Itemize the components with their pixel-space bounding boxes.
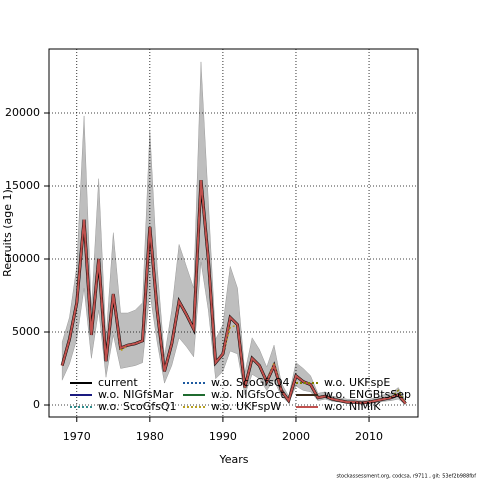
legend-label: w.o. NIMIK — [324, 400, 381, 413]
y-tick-label: 10000 — [5, 252, 40, 265]
x-axis-label: Years — [218, 453, 248, 466]
series-line — [61, 180, 407, 405]
x-tick-label: 2010 — [355, 430, 383, 443]
legend-label: w.o. NIGfsOct — [211, 388, 285, 401]
legend-label: w.o. NIGfsMar — [98, 388, 174, 401]
legend-label: w.o. UKFspW — [211, 400, 281, 413]
footnote: stockassessment.org, codcsa, r9711 , git… — [336, 474, 476, 480]
y-tick-label: 5000 — [12, 325, 40, 338]
legend-label: current — [98, 376, 138, 389]
x-tick-label: 1970 — [63, 430, 91, 443]
plot-frame — [48, 48, 419, 418]
x-tick-label: 1990 — [209, 430, 237, 443]
legend-label: w.o. UKFspE — [324, 376, 390, 389]
legend-label: w.o. ENGBtsSep — [324, 388, 411, 401]
y-tick-label: 20000 — [5, 106, 40, 119]
x-tick-label: 1980 — [136, 430, 164, 443]
y-tick-label: 0 — [33, 398, 40, 411]
legend-label: w.o. ScoGfsQ4 — [211, 376, 290, 389]
y-tick-label: 15000 — [5, 179, 40, 192]
x-tick-label: 2000 — [282, 430, 310, 443]
y-axis-label: Recruits (age 1) — [1, 189, 14, 277]
legend-label: w.o. ScoGfsQ1 — [98, 400, 177, 413]
confidence-band — [61, 61, 406, 405]
